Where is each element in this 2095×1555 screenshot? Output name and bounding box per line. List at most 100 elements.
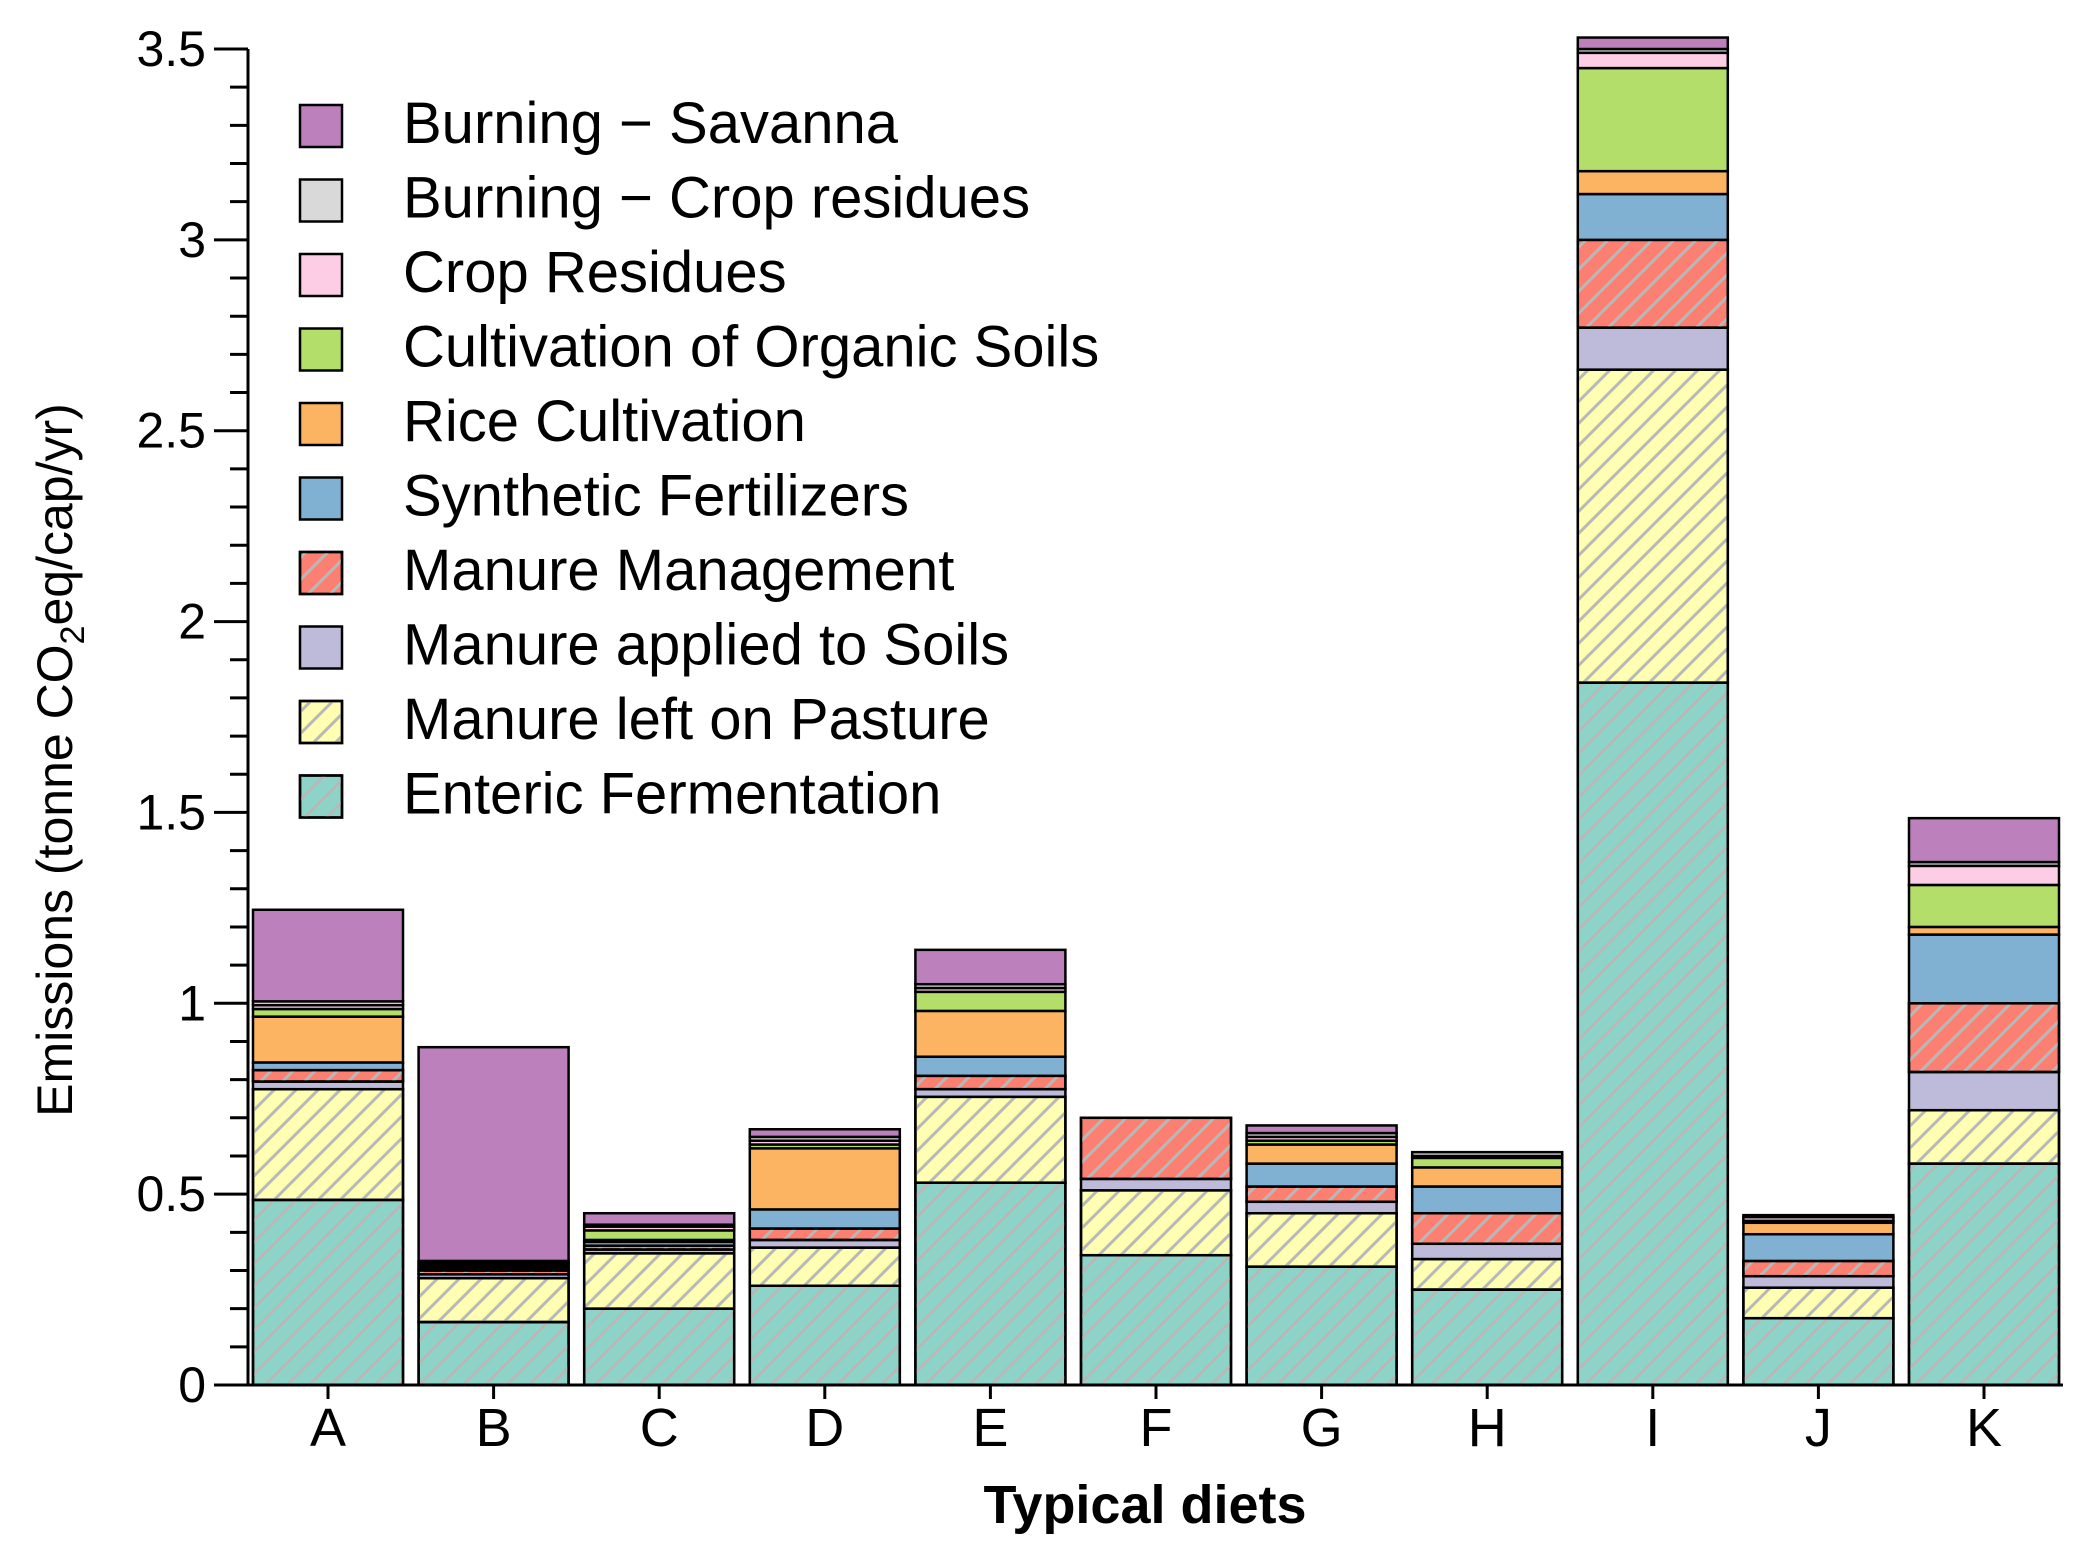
bar-hatch-D-enteric-fermentation — [748, 1284, 902, 1387]
bar-hatch-B-manure-left-on-pasture — [417, 1276, 570, 1324]
bar-stack-I — [1576, 36, 1730, 1387]
bar-B-burning-savanna — [417, 1045, 570, 1263]
legend-label: Burning − Savanna — [403, 91, 899, 156]
legend-label: Rice Cultivation — [403, 389, 806, 454]
legend-item-cultivation-of-organic-soils: Cultivation of Organic Soils — [298, 315, 1099, 380]
bar-H-manure-applied-to-soils — [1410, 1242, 1564, 1261]
bar-C-burning-savanna — [582, 1211, 736, 1226]
bar-I-crop-residues — [1576, 51, 1730, 70]
legend-item-burning-savanna: Burning − Savanna — [298, 91, 899, 156]
bar-I-manure-applied-to-soils — [1576, 326, 1730, 371]
x-tick-label-H: H — [1468, 1398, 1507, 1458]
bar-E-burning-savanna — [914, 948, 1067, 986]
legend-item-crop-residues: Crop Residues — [298, 240, 787, 305]
bar-E-cultivation-of-organic-soils — [914, 990, 1067, 1013]
legend: Burning − Savanna Burning − Crop residues… — [298, 91, 1099, 827]
bar-K-manure-applied-to-soils — [1907, 1070, 2061, 1112]
bar-G-rice-cultivation — [1245, 1143, 1398, 1165]
legend-swatch-hatch — [298, 774, 344, 819]
bar-F-manure-applied-to-soils — [1079, 1177, 1233, 1192]
bar-I-synthetic-fertilizers — [1576, 192, 1730, 242]
bar-I-rice-cultivation — [1576, 169, 1730, 196]
bar-hatch-A-manure-management — [251, 1068, 405, 1083]
bar-G-synthetic-fertilizers — [1245, 1162, 1398, 1188]
bar-hatch-G-manure-left-on-pasture — [1245, 1211, 1398, 1268]
legend-swatch — [298, 252, 344, 298]
bar-G-burning-savanna — [1245, 1124, 1398, 1135]
legend-label: Enteric Fermentation — [403, 762, 941, 827]
bar-A-rice-cultivation — [251, 1015, 405, 1064]
y-tick-label: 0 — [178, 1357, 206, 1413]
legend-item-manure-applied-to-soils: Manure applied to Soils — [298, 613, 1009, 678]
x-tick-label-G: G — [1301, 1398, 1343, 1458]
bar-hatch-H-manure-left-on-pasture — [1410, 1257, 1564, 1291]
y-axis-label-subscript: 2 — [54, 626, 92, 645]
bar-hatch-H-enteric-fermentation — [1410, 1288, 1564, 1387]
bar-D-burning-savanna — [748, 1128, 902, 1139]
x-tick-label-B: B — [476, 1398, 512, 1458]
legend-swatch-hatch — [298, 550, 344, 596]
bar-A-burning-savanna — [251, 908, 405, 1003]
bar-H-cultivation-of-organic-soils — [1410, 1156, 1564, 1169]
bar-stack-E — [914, 948, 1067, 1387]
legend-label: Synthetic Fertilizers — [403, 464, 909, 529]
x-axis: A B C D E F G H I J K — [248, 1383, 2063, 1458]
legend-label: Cultivation of Organic Soils — [403, 315, 1099, 380]
bar-hatch-C-manure-left-on-pasture — [582, 1252, 736, 1310]
bar-hatch-C-enteric-fermentation — [582, 1307, 736, 1387]
bar-hatch-E-enteric-fermentation — [914, 1181, 1067, 1387]
bar-E-rice-cultivation — [914, 1009, 1067, 1058]
legend-swatch — [298, 327, 344, 372]
bar-H-burning-crop-residues — [1410, 1150, 1564, 1158]
bar-hatch-K-manure-left-on-pasture — [1907, 1108, 2061, 1165]
bar-hatch-E-manure-management — [914, 1074, 1067, 1091]
bar-hatch-F-manure-management — [1079, 1116, 1233, 1181]
bar-H-synthetic-fertilizers — [1410, 1185, 1564, 1215]
bar-stack-G — [1245, 1124, 1398, 1387]
bar-stack-D — [748, 1128, 902, 1387]
bar-I-cultivation-of-organic-soils — [1576, 66, 1730, 173]
legend-swatch-hatch — [298, 699, 344, 745]
bar-G-manure-applied-to-soils — [1245, 1200, 1398, 1215]
plot-area — [251, 36, 2061, 1387]
bar-H-rice-cultivation — [1410, 1166, 1564, 1188]
bar-hatch-H-manure-management — [1410, 1211, 1564, 1246]
bar-hatch-G-manure-management — [1245, 1185, 1398, 1204]
x-tick-label-K: K — [1966, 1398, 2002, 1458]
bar-hatch-E-manure-left-on-pasture — [914, 1095, 1067, 1184]
x-tick-label-J: J — [1805, 1398, 1832, 1458]
bar-K-crop-residues — [1907, 864, 2061, 887]
y-tick-label: 2.5 — [136, 403, 206, 459]
legend-item-manure-left-on-pasture: Manure left on Pasture — [298, 687, 990, 752]
y-tick-label: 3.5 — [136, 21, 206, 77]
y-axis-label-suffix: eq/cap/yr) — [27, 403, 83, 625]
bar-hatch-G-enteric-fermentation — [1245, 1265, 1398, 1387]
legend-swatch — [298, 103, 344, 149]
y-tick-label: 1.5 — [136, 784, 206, 840]
bar-I-burning-savanna — [1576, 36, 1730, 51]
bar-J-rice-cultivation — [1742, 1221, 1895, 1236]
x-tick-label-I: I — [1645, 1398, 1660, 1458]
bar-hatch-J-enteric-fermentation — [1742, 1316, 1895, 1387]
y-axis: 0 0.5 1 1.5 2 2.5 3 3.5 — [136, 21, 250, 1413]
bar-J-manure-applied-to-soils — [1742, 1274, 1895, 1289]
bar-hatch-D-manure-left-on-pasture — [748, 1246, 902, 1288]
bar-J-synthetic-fertilizers — [1742, 1232, 1895, 1263]
legend-item-synthetic-fertilizers: Synthetic Fertilizers — [298, 464, 909, 529]
bar-stack-J — [1742, 1213, 1895, 1387]
bar-stack-H — [1410, 1150, 1564, 1387]
bar-hatch-F-manure-left-on-pasture — [1079, 1189, 1233, 1257]
bar-K-burning-savanna — [1907, 816, 2061, 864]
y-tick-label: 1 — [178, 975, 206, 1031]
bar-J-burning-crop-residues — [1742, 1213, 1895, 1219]
x-tick-label-E: E — [972, 1398, 1008, 1458]
x-tick-label-F: F — [1140, 1398, 1173, 1458]
bar-hatch-K-manure-management — [1907, 1002, 2061, 1074]
legend-label: Manure left on Pasture — [403, 687, 990, 752]
bar-stack-C — [582, 1211, 736, 1387]
bar-stack-K — [1907, 816, 2061, 1387]
legend-swatch — [298, 476, 344, 521]
legend-label: Crop Residues — [403, 240, 787, 305]
legend-item-manure-management: Manure Management — [298, 538, 954, 603]
